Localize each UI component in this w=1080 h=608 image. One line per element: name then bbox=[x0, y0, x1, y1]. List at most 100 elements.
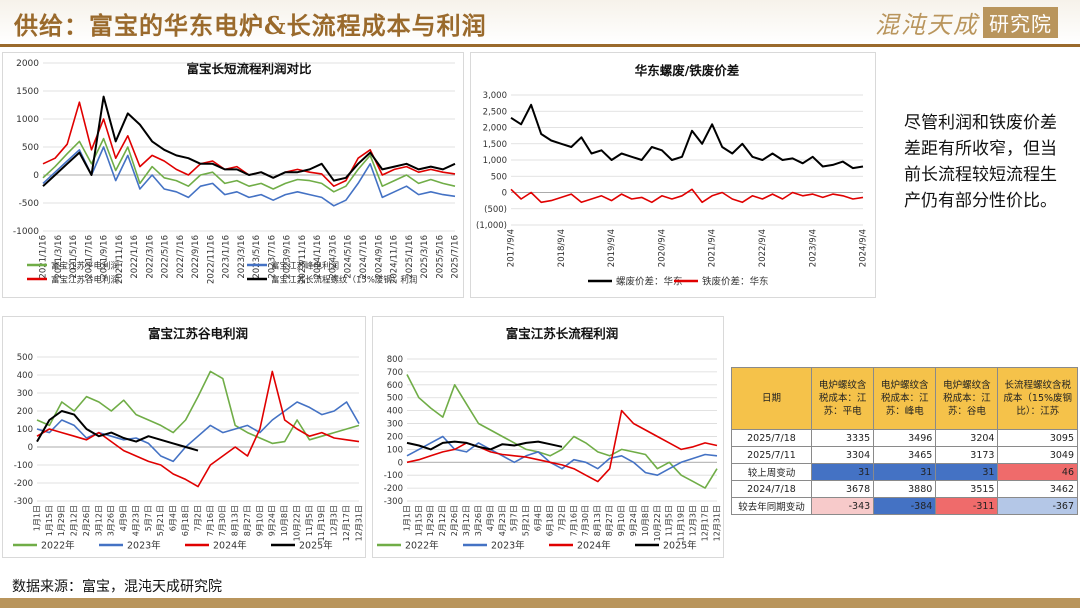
y-tick-label: -100 bbox=[14, 461, 33, 471]
y-tick-label: 600 bbox=[387, 381, 403, 391]
y-tick-label: 500 bbox=[387, 394, 403, 404]
y-tick-label: -500 bbox=[19, 199, 40, 209]
x-tick-label: 2022/7/16 bbox=[176, 235, 186, 279]
table-row: 2025/7/11 3304 3465 3173 3049 bbox=[731, 446, 1078, 464]
series-line-blue bbox=[406, 435, 718, 476]
chart-title: 富宝江苏长流程利润 bbox=[506, 326, 619, 341]
legend-label: 2023年 bbox=[491, 540, 525, 552]
table-cell: 3462 bbox=[997, 480, 1078, 498]
y-tick-label: 1,500 bbox=[483, 140, 507, 150]
y-tick-label: 300 bbox=[17, 389, 33, 399]
legend-label: 2024年 bbox=[577, 540, 611, 552]
x-tick-label: 2022/9/4 bbox=[758, 229, 768, 267]
x-tick-label: 3月12日 bbox=[462, 505, 471, 536]
x-tick-label: 2021/9/4 bbox=[708, 229, 718, 267]
chart-title: 华东螺废/铁废价差 bbox=[635, 63, 740, 78]
y-tick-label: 200 bbox=[387, 432, 403, 442]
table-cell: 3335 bbox=[810, 429, 875, 447]
series-line-blue bbox=[36, 401, 360, 463]
y-tick-label: -300 bbox=[384, 497, 403, 507]
series-line-blue bbox=[42, 146, 456, 207]
x-tick-label: 2025/5/16 bbox=[435, 235, 445, 279]
x-tick-label: 9月24日 bbox=[629, 505, 638, 536]
table-cell: -367 bbox=[997, 497, 1078, 515]
y-tick-label: 500 bbox=[22, 143, 39, 153]
x-tick-label: 1月1日 bbox=[32, 505, 41, 531]
table-header-cell: 长流程螺纹含税成本（15%废钢比）：江苏 bbox=[997, 367, 1078, 430]
x-tick-label: 10月8日 bbox=[280, 505, 289, 536]
table-cell: 31 bbox=[873, 463, 937, 481]
x-tick-label: 1月29日 bbox=[57, 505, 66, 536]
x-tick-label: 12月31日 bbox=[712, 505, 721, 541]
y-tick-label: -300 bbox=[14, 497, 33, 507]
x-tick-label: 11月19日 bbox=[677, 505, 686, 541]
x-tick-label: 2023/5/16 bbox=[252, 235, 262, 279]
y-tick-label: -200 bbox=[384, 484, 403, 494]
y-tick-label: -1000 bbox=[13, 227, 39, 237]
y-tick-label: 100 bbox=[387, 445, 403, 455]
legend-label: 富宝江苏谷电利润 bbox=[51, 275, 119, 286]
x-tick-label: 10月8日 bbox=[641, 505, 650, 536]
legend-label: 2024年 bbox=[213, 540, 247, 552]
table-cell: 46 bbox=[997, 463, 1078, 481]
x-tick-label: 6月4日 bbox=[169, 505, 178, 531]
x-tick-label: 9月10日 bbox=[617, 505, 626, 536]
x-tick-label: 8月13日 bbox=[231, 505, 240, 536]
x-tick-label: 4月9日 bbox=[119, 505, 128, 531]
footer-bar bbox=[0, 598, 1080, 608]
x-tick-label: 2024/1/16 bbox=[313, 235, 323, 279]
row-label: 2024/7/18 bbox=[731, 480, 812, 498]
chart-title: 富宝江苏谷电利润 bbox=[148, 326, 248, 341]
table-cell: -384 bbox=[873, 497, 937, 515]
x-tick-label: 8月27日 bbox=[243, 505, 252, 536]
x-tick-label: 4月9日 bbox=[486, 505, 495, 531]
chart-title: 富宝长短流程利润对比 bbox=[186, 61, 312, 76]
x-tick-label: 2025/3/16 bbox=[420, 235, 430, 279]
x-tick-label: 2024/9/16 bbox=[374, 235, 384, 279]
x-tick-label: 7月2日 bbox=[557, 505, 566, 531]
x-tick-label: 2020/9/4 bbox=[657, 229, 667, 267]
cost-table: 日期 电炉螺纹含税成本：江苏：平电 电炉螺纹含税成本：江苏：峰电 电炉螺纹含税成本：江… bbox=[731, 367, 1078, 515]
series-line-green bbox=[42, 137, 456, 193]
row-label: 2025/7/18 bbox=[731, 429, 812, 447]
y-tick-label: 2,000 bbox=[483, 124, 507, 134]
x-tick-label: 10月22日 bbox=[292, 505, 301, 541]
x-tick-label: 2022/3/16 bbox=[145, 235, 155, 279]
x-tick-label: 1月15日 bbox=[45, 505, 54, 536]
x-tick-label: 1月29日 bbox=[426, 505, 435, 536]
x-tick-label: 3月12日 bbox=[94, 505, 103, 536]
y-tick-label: 500 bbox=[17, 353, 33, 363]
x-tick-label: 2022/11/16 bbox=[206, 235, 216, 284]
series-line-black bbox=[406, 440, 563, 451]
table-header-cell: 电炉螺纹含税成本：江苏：谷电 bbox=[935, 367, 999, 430]
series-line-red bbox=[42, 101, 456, 187]
y-tick-label: 1500 bbox=[16, 87, 39, 97]
x-tick-label: 2024/7/16 bbox=[359, 235, 369, 279]
table-cell: 3049 bbox=[997, 446, 1078, 464]
y-tick-label: 0 bbox=[502, 189, 507, 199]
table-cell: 3204 bbox=[935, 429, 999, 447]
y-tick-label: 100 bbox=[17, 425, 33, 435]
chart-long-process-profit: 富宝江苏长流程利润 -300 -200 -100 0 100 200 300 400 500 600… bbox=[377, 326, 721, 552]
y-tick-label: -100 bbox=[384, 471, 403, 481]
x-tick-label: 2023/7/16 bbox=[267, 235, 277, 279]
chart-panel-price-spread: 华东螺废/铁废价差 (1,000) (500) 0 500 1,000 1,500 2,000… bbox=[470, 52, 876, 298]
chart-panel-valley-profit: 富宝江苏谷电利润 -300 -200 -100 0 100 200 300 400 500 1月1日… bbox=[2, 316, 366, 558]
legend-label: 富宝江苏峰电利润 bbox=[271, 261, 339, 272]
table-row: 2024/7/18 3678 3880 3515 3462 bbox=[731, 480, 1078, 498]
x-tick-label: 9月24日 bbox=[268, 505, 277, 536]
x-tick-label: 2021/11/16 bbox=[115, 235, 125, 284]
x-tick-label: 1月1日 bbox=[402, 505, 411, 531]
x-tick-label: 2021/1/16 bbox=[39, 235, 49, 279]
y-tick-label: 800 bbox=[387, 355, 403, 365]
x-tick-label: 11月5日 bbox=[305, 505, 314, 536]
table-cell: 3678 bbox=[810, 480, 875, 498]
x-tick-label: 2021/5/16 bbox=[69, 235, 79, 279]
legend-label: 2022年 bbox=[41, 540, 75, 552]
y-tick-label: (1,000) bbox=[476, 221, 507, 231]
x-tick-label: 3月26日 bbox=[107, 505, 116, 536]
x-tick-label: 11月5日 bbox=[665, 505, 674, 536]
x-tick-label: 2月26日 bbox=[450, 505, 459, 536]
x-tick-label: 2023/3/16 bbox=[237, 235, 247, 279]
y-tick-label: 400 bbox=[17, 371, 33, 381]
